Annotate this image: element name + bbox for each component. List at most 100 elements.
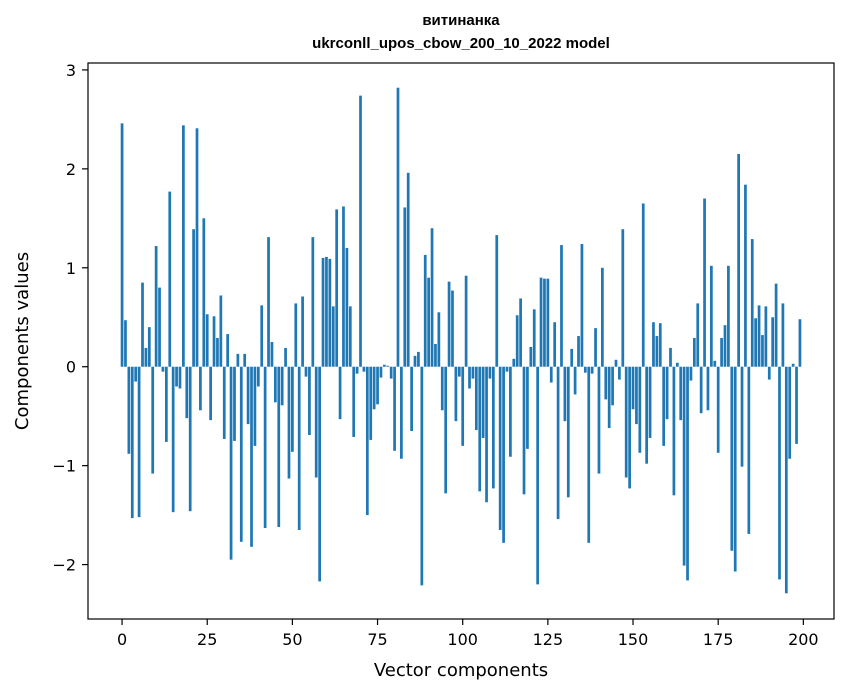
bar-120 [529, 346, 533, 367]
bar-85 [410, 366, 413, 432]
y-axis-label: Components values [12, 252, 33, 430]
x-tick-label: 175 [703, 630, 734, 649]
y-axis-ticks: −2 −1 0 1 2 3 [52, 61, 88, 575]
bar-79 [389, 366, 393, 379]
bar-31 [226, 334, 230, 367]
bar-11 [158, 287, 161, 367]
bar-4 [134, 366, 138, 382]
bar-148 [624, 366, 628, 478]
bar-82 [400, 366, 403, 459]
x-tick-label: 200 [788, 630, 819, 649]
bar-21 [192, 229, 195, 367]
bar-117 [519, 298, 522, 367]
bar-8 [147, 327, 151, 367]
bar-106 [481, 366, 485, 438]
bar-32 [229, 366, 233, 560]
bar-159 [662, 366, 666, 446]
bar-138 [590, 366, 594, 374]
bar-78 [386, 365, 390, 367]
bar-142 [604, 366, 608, 400]
bar-97 [451, 290, 454, 367]
bar-186 [754, 318, 758, 367]
y-tick-label: −1 [52, 457, 76, 476]
x-axis-label: Vector components [374, 660, 548, 681]
chart-title-line2: ukrconll_upos_cbow_200_10_2022 model [312, 35, 610, 52]
bar-188 [761, 335, 764, 367]
bar-102 [468, 366, 471, 389]
bar-44 [270, 341, 274, 367]
bar-197 [791, 363, 795, 367]
bar-59 [321, 257, 325, 367]
x-tick-label: 150 [618, 630, 649, 649]
bar-194 [781, 303, 785, 367]
bar-171 [703, 198, 706, 367]
bar-115 [512, 358, 516, 367]
bar-183 [744, 184, 747, 367]
x-axis-ticks: 0 25 50 75 100 125 150 175 200 [117, 619, 819, 649]
bar-46 [277, 366, 281, 527]
bar-152 [638, 366, 642, 453]
bar-163 [675, 362, 679, 367]
bar-109 [491, 366, 495, 489]
bar-196 [788, 366, 792, 459]
bar-187 [757, 305, 761, 367]
bar-131 [566, 366, 570, 498]
bar-50 [291, 366, 294, 452]
bar-136 [583, 366, 587, 373]
bar-63 [335, 209, 339, 367]
bar-175 [716, 366, 720, 453]
bar-114 [509, 366, 512, 457]
bar-27 [212, 316, 216, 367]
bar-61 [328, 258, 332, 367]
bar-2 [127, 366, 131, 454]
bar-93 [437, 312, 441, 367]
bar-88 [420, 366, 424, 586]
bar-181 [737, 154, 740, 367]
bar-140 [597, 366, 601, 474]
bar-111 [498, 366, 502, 530]
bar-169 [696, 303, 700, 367]
bar-160 [665, 366, 669, 420]
bar-137 [587, 366, 591, 543]
bar-127 [553, 322, 557, 367]
bar-133 [573, 366, 577, 395]
bar-65 [342, 206, 345, 367]
bar-145 [614, 359, 618, 367]
bar-153 [641, 203, 645, 367]
bar-12 [161, 366, 165, 372]
bar-22 [195, 128, 199, 367]
bar-103 [471, 366, 475, 379]
bar-47 [280, 366, 284, 406]
bar-37 [246, 366, 250, 425]
bar-13 [164, 366, 168, 442]
bar-156 [652, 322, 655, 367]
y-tick-label: 3 [66, 61, 76, 80]
bars-group [120, 87, 802, 594]
bar-73 [369, 366, 373, 440]
bar-98 [454, 366, 458, 422]
bar-177 [723, 325, 727, 367]
bar-192 [774, 283, 778, 367]
bar-157 [655, 336, 659, 367]
chart-title-line1: витинанка [422, 12, 500, 29]
bar-118 [522, 366, 526, 495]
bar-132 [570, 348, 574, 367]
x-tick-label: 0 [117, 630, 127, 649]
bar-29 [219, 295, 223, 367]
bar-9 [151, 366, 155, 474]
bar-155 [648, 366, 652, 438]
bar-108 [488, 366, 492, 379]
bar-94 [440, 366, 444, 411]
x-tick-label: 125 [533, 630, 564, 649]
bar-164 [679, 366, 683, 421]
bar-71 [362, 366, 366, 372]
bar-154 [645, 366, 649, 464]
bar-53 [301, 296, 304, 367]
bar-129 [560, 245, 563, 367]
bar-54 [304, 366, 308, 377]
bar-57 [314, 366, 318, 478]
bar-91 [430, 228, 434, 367]
bar-24 [202, 218, 206, 367]
bar-151 [635, 366, 638, 425]
bar-193 [778, 366, 781, 580]
